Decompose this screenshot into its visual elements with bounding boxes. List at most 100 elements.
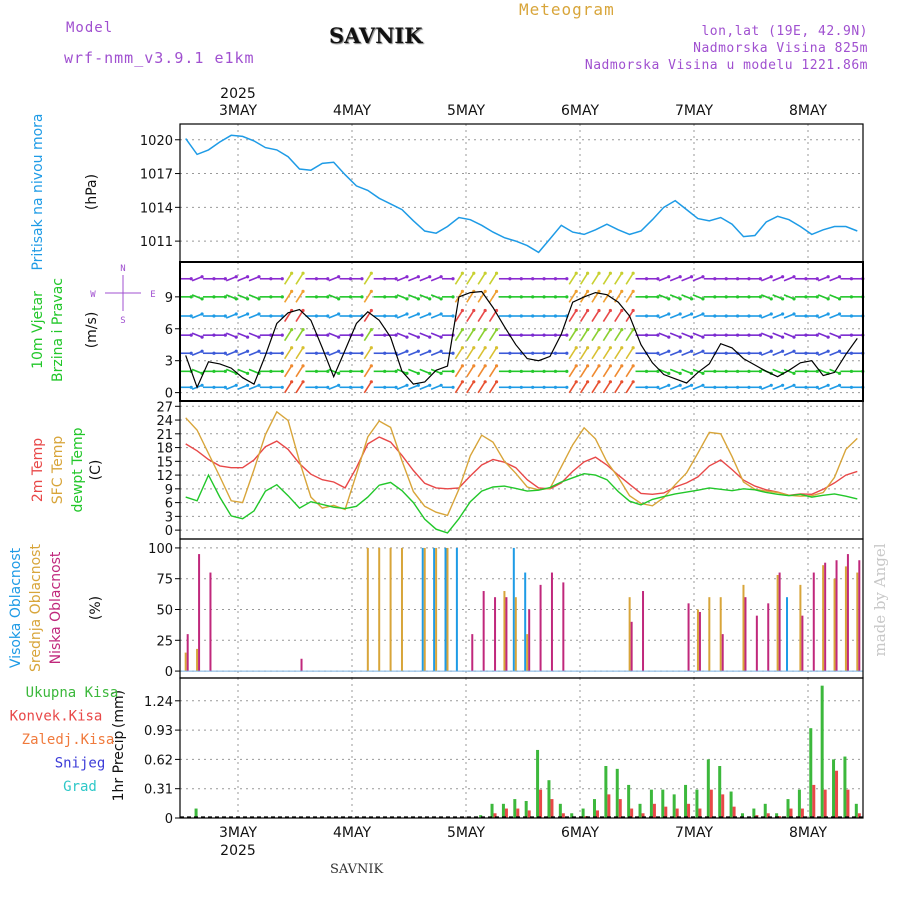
cloud-bar-2-50 <box>755 615 758 672</box>
precip-bar-0-37 <box>604 766 608 818</box>
precip-bar-1-57 <box>835 770 839 818</box>
wind-head-38-0 <box>620 380 624 384</box>
wind-head-3-0 <box>223 385 227 389</box>
wind-head-35-3 <box>586 328 590 332</box>
precip-bar-1-55 <box>812 784 816 818</box>
wind-head-55-2 <box>815 351 819 355</box>
cloud-bar-2-52 <box>778 572 781 672</box>
wind-head-30-5 <box>531 295 535 299</box>
cloud-bar-0-23 <box>444 547 447 672</box>
wind-head-34-2 <box>574 346 578 350</box>
wind-arrow-22-1 <box>430 368 442 375</box>
wind-arrow-56-6 <box>817 276 829 282</box>
wind-head-25-1 <box>472 364 476 368</box>
precip-bar-0-36 <box>592 799 596 818</box>
wind-head-55-3 <box>815 333 819 337</box>
wind-head-56-2 <box>826 349 830 353</box>
cloud-bar-2-31 <box>539 584 542 672</box>
wind-arrow-20-4 <box>408 313 419 319</box>
precip-bar-1-48 <box>732 806 736 818</box>
ylabel-wind-1: 10m Vjetar <box>30 291 46 369</box>
wind-head-33-0 <box>565 385 569 389</box>
wind-head-42-3 <box>667 335 671 339</box>
wind-head-35-2 <box>586 346 590 350</box>
wind-head-44-6 <box>689 275 694 279</box>
wind-head-5-3 <box>246 335 250 339</box>
wind-arrow-24-6 <box>454 272 464 285</box>
grid-layer <box>180 124 863 819</box>
compass-1: W <box>90 290 96 300</box>
wind-head-6-0 <box>257 383 261 387</box>
wind-head-20-0 <box>416 383 420 387</box>
wind-head-43-6 <box>678 275 682 279</box>
wind-head-19-4 <box>405 312 409 316</box>
wind-arrow-45-1 <box>692 368 704 375</box>
wind-head-53-6 <box>792 275 796 279</box>
wind-head-0-4 <box>189 314 193 318</box>
wind-head-52-3 <box>781 335 785 339</box>
wind-arrow-37-6 <box>602 272 612 285</box>
wind-head-22-1 <box>439 371 443 375</box>
cloud-bar-1-56 <box>822 565 825 672</box>
wind-head-3-2 <box>223 351 227 355</box>
wind-arrow-56-3 <box>817 332 829 338</box>
precip-bar-0-1 <box>194 808 198 818</box>
data-layer <box>180 134 865 818</box>
year-top: 2025 <box>220 86 256 102</box>
wind-head-7-0 <box>269 385 273 389</box>
wind-arrow-38-3 <box>614 329 623 342</box>
wind-head-54-0 <box>804 385 808 389</box>
wind-head-22-5 <box>439 297 443 301</box>
cloud-bar-2-45 <box>698 611 701 672</box>
wind-arrow-56-0 <box>817 384 829 391</box>
wind-head-19-6 <box>405 275 409 279</box>
wind-arrow-36-3 <box>591 329 600 342</box>
precip-bar-0-35 <box>581 808 585 818</box>
wind-head-24-1 <box>460 364 464 368</box>
wind-arrow-53-4 <box>783 313 795 319</box>
wind-head-51-3 <box>769 335 773 339</box>
wind-arrow-21-2 <box>419 350 431 356</box>
footer-station: SAVNIK <box>330 862 384 877</box>
wind-arrow-42-6 <box>658 276 670 282</box>
wind-arrow-34-4 <box>568 310 577 322</box>
precip-bar-1-36 <box>595 810 599 818</box>
wind-head-55-6 <box>815 277 819 281</box>
wind-arrow-19-5 <box>396 294 408 300</box>
ytick-0-2: 1017 <box>140 168 173 183</box>
wind-head-13-4 <box>337 312 341 316</box>
precip-bar-0-52 <box>775 813 779 818</box>
wind-arrow-19-2 <box>396 350 408 356</box>
wind-head-53-5 <box>792 297 796 301</box>
wind-arrow-35-4 <box>579 310 589 322</box>
cloud-bar-2-0 <box>186 634 189 672</box>
location-coords: lon,lat (19E, 42.9N) <box>701 24 868 39</box>
wind-head-19-2 <box>405 349 409 353</box>
wind-head-26-0 <box>483 380 487 384</box>
wind-head-53-4 <box>792 312 796 316</box>
precip-bar-0-34 <box>570 813 574 818</box>
wind-head-15-3 <box>360 333 364 337</box>
wind-head-11-0 <box>314 385 319 389</box>
wind-head-42-0 <box>667 383 671 387</box>
wind-arrow-25-6 <box>466 272 475 285</box>
wind-head-22-3 <box>439 335 443 339</box>
precip-bar-0-33 <box>558 803 562 818</box>
wind-arrow-52-5 <box>772 294 783 300</box>
wind-head-22-2 <box>439 349 443 353</box>
wind-head-26-2 <box>483 346 487 350</box>
cloud-bar-1-47 <box>719 597 722 672</box>
wind-head-43-2 <box>678 349 682 353</box>
wind-arrow-44-0 <box>681 384 692 391</box>
wind-arrow-21-3 <box>419 332 431 338</box>
wind-head-3-4 <box>223 314 227 318</box>
ytick-4-2: 0.62 <box>144 753 173 768</box>
panel-frame-4 <box>179 677 864 819</box>
wind-head-57-6 <box>837 275 842 279</box>
wind-arrow-57-6 <box>829 276 840 282</box>
wind-arrow-13-5 <box>328 294 339 300</box>
wind-head-52-4 <box>781 312 785 316</box>
wind-head-20-5 <box>416 297 420 301</box>
yunit-pressure: (hPa) <box>84 174 100 210</box>
wind-head-53-1 <box>792 371 796 375</box>
